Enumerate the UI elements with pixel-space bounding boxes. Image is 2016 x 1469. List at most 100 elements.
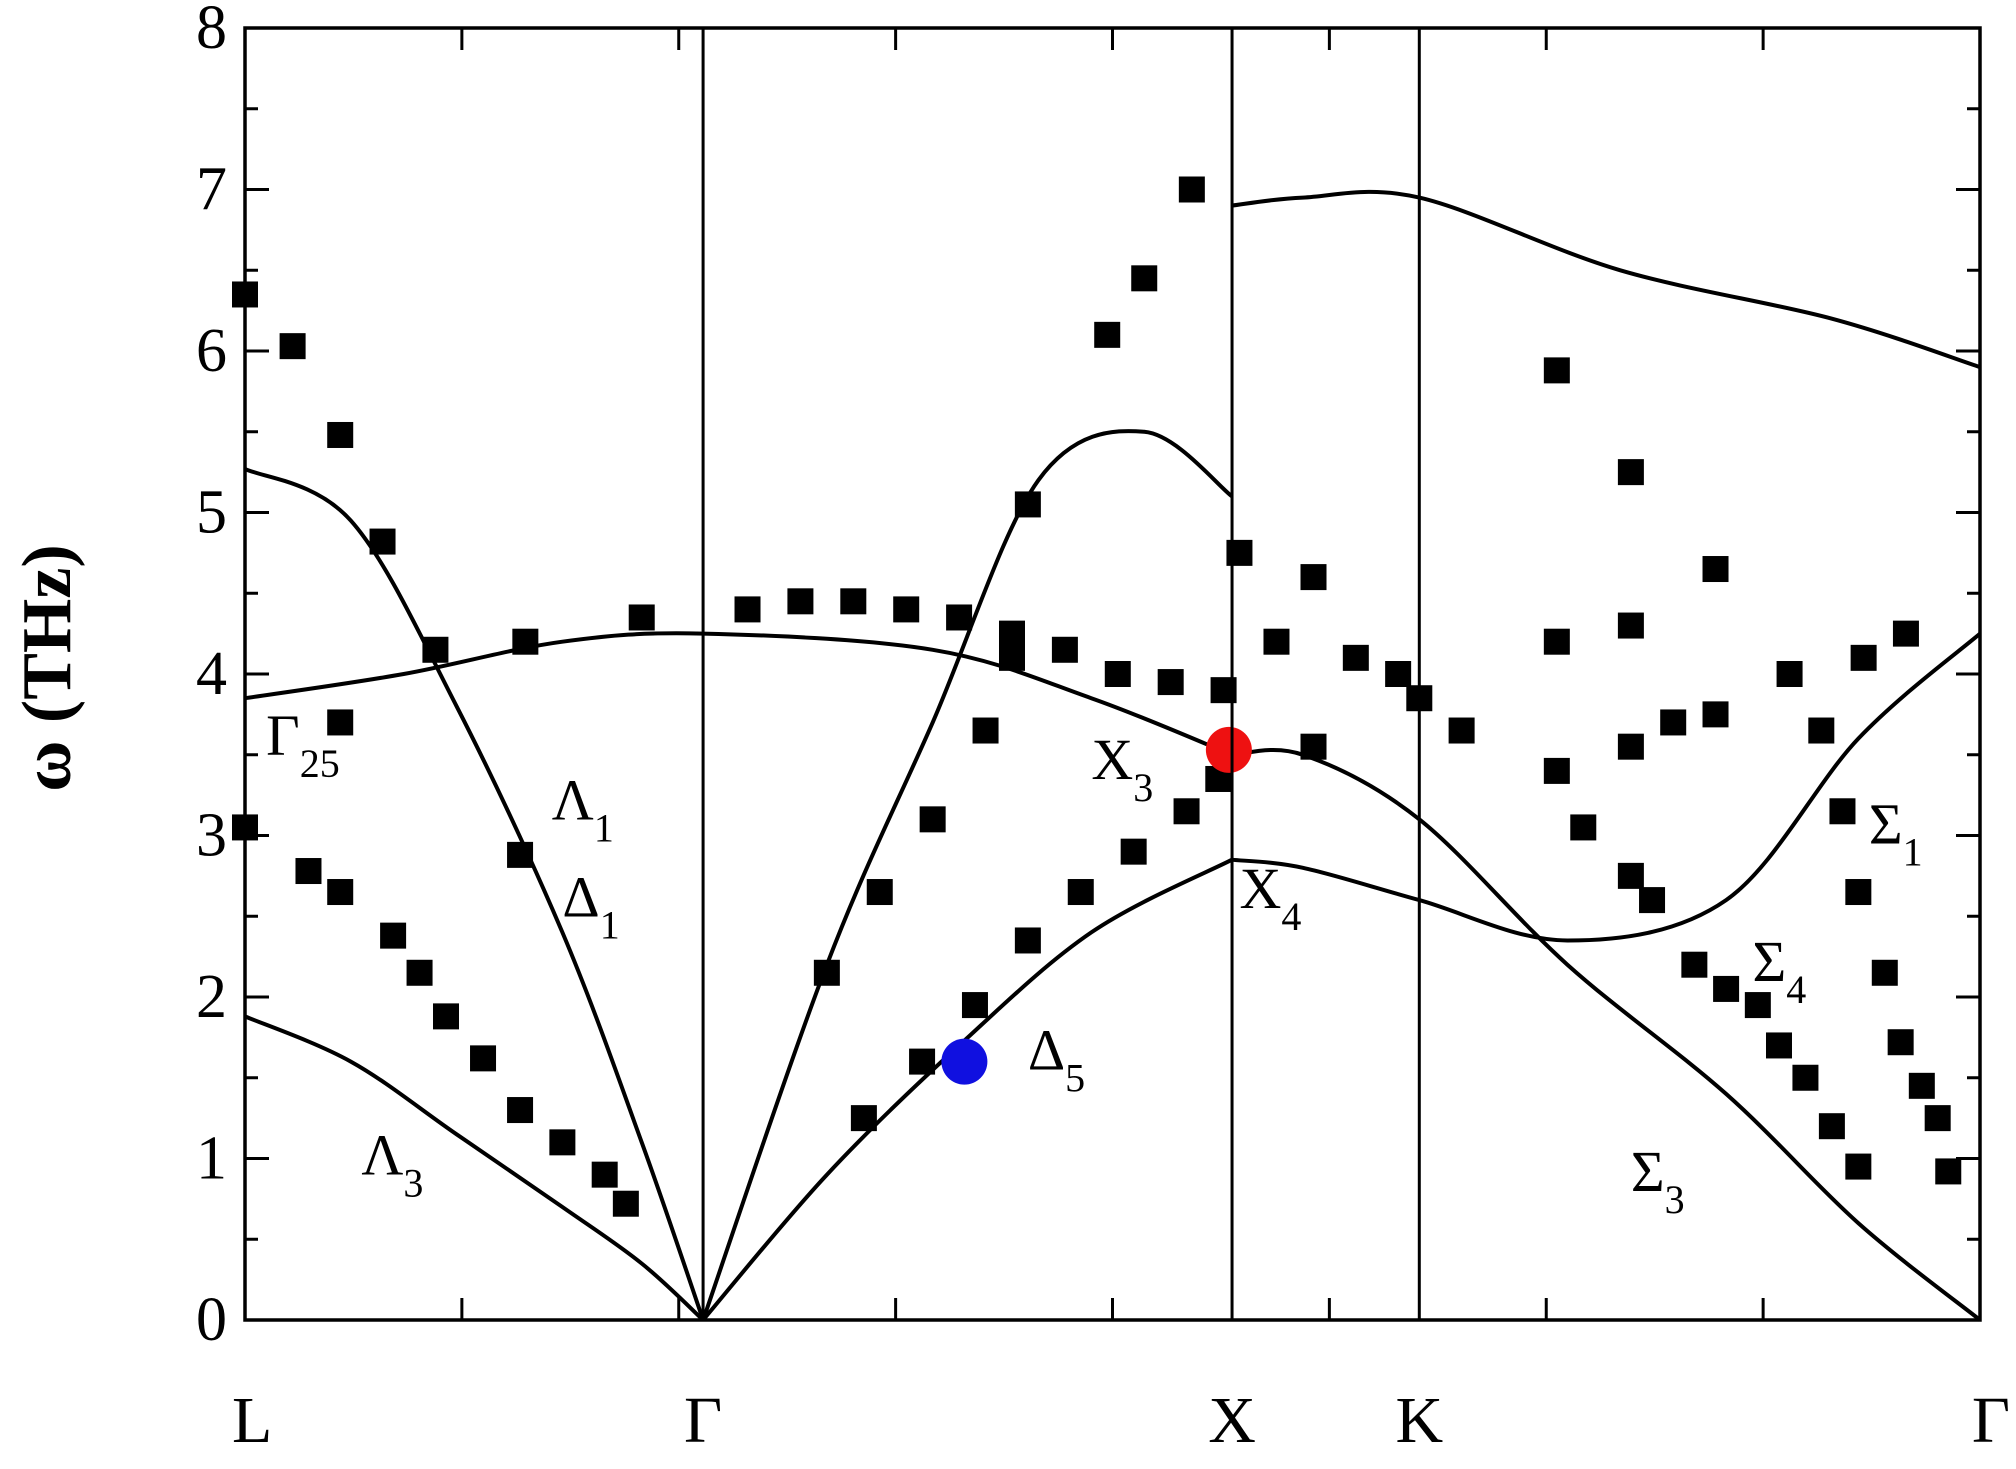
y-tick-label: 6: [196, 317, 227, 385]
experimental-point: [813, 959, 840, 986]
experimental-point: [787, 588, 814, 615]
x-tick-label: Γ: [684, 1384, 722, 1457]
branch-label-symbol: Σ: [1869, 792, 1903, 857]
experimental-point: [327, 421, 354, 448]
branch-label: Λ1: [552, 767, 614, 850]
experimental-point: [893, 596, 920, 623]
branch-label: Σ1: [1869, 792, 1923, 875]
branch-label-subscript: 3: [1133, 765, 1153, 810]
experimental-point: [1702, 556, 1729, 583]
branch-label-symbol: X: [1239, 856, 1281, 921]
branch-label-symbol: Δ: [1028, 1018, 1065, 1083]
experimental-point: [1300, 733, 1327, 760]
branch-label-subscript: 1: [600, 902, 620, 947]
experimental-point: [1660, 709, 1687, 736]
experimental-points: [232, 176, 1962, 1217]
branch-label-symbol: Σ: [1753, 929, 1787, 994]
experimental-point: [1617, 862, 1644, 889]
experimental-point: [1850, 644, 1877, 671]
experimental-point: [1300, 564, 1327, 591]
experimental-point: [1935, 1158, 1962, 1185]
experimental-point: [380, 922, 407, 949]
branch-label: X4: [1239, 856, 1301, 939]
branch-label-symbol: Δ: [562, 864, 599, 929]
branch-label-subscript: 3: [1665, 1177, 1685, 1222]
y-tick-label: 3: [196, 802, 227, 870]
dispersion-branch-8: [244, 631, 1233, 757]
experimental-point: [840, 588, 867, 615]
experimental-point: [1543, 628, 1570, 655]
y-tick-label: 2: [196, 963, 227, 1031]
experimental-point: [961, 992, 988, 1019]
experimental-point: [1051, 636, 1078, 663]
branch-label: Λ3: [361, 1123, 423, 1206]
y-tick-label: 0: [196, 1286, 227, 1354]
y-tick-label: 5: [196, 479, 227, 547]
experimental-point: [327, 709, 354, 736]
experimental-point: [1892, 620, 1919, 647]
experimental-point: [279, 333, 306, 360]
experimental-point: [850, 1105, 877, 1132]
experimental-point: [866, 879, 893, 906]
x-tick-label: L: [232, 1384, 272, 1457]
experimental-point: [1617, 733, 1644, 760]
experimental-point: [1617, 459, 1644, 486]
branch-label-subscript: 5: [1065, 1056, 1085, 1101]
experimental-point: [1808, 717, 1835, 744]
dispersion-branch-2: [244, 467, 705, 1321]
experimental-point: [628, 604, 655, 631]
branch-label: Δ1: [562, 864, 619, 947]
branch-label-symbol: Λ: [361, 1123, 403, 1188]
x-tick-label: Γ: [1972, 1384, 2010, 1457]
y-tick-label: 4: [196, 640, 227, 708]
experimental-point: [1157, 669, 1184, 696]
experimental-point: [327, 879, 354, 906]
experimental-point: [919, 806, 946, 833]
dispersion-branch-7: [1231, 189, 1981, 370]
experimental-point: [909, 1048, 936, 1075]
highlight-points: [941, 726, 1252, 1085]
highlight-point: [1205, 726, 1252, 773]
experimental-point: [1845, 879, 1872, 906]
experimental-point: [1924, 1105, 1951, 1132]
branch-label-symbol: Σ: [1631, 1139, 1665, 1204]
y-axis-label: ω (THz): [9, 544, 86, 792]
experimental-point: [1702, 701, 1729, 728]
experimental-point: [1617, 612, 1644, 639]
branch-label-subscript: 3: [403, 1161, 423, 1206]
experimental-point: [470, 1045, 497, 1072]
experimental-point: [406, 959, 433, 986]
branch-label-subscript: 1: [1903, 830, 1923, 875]
y-tick-label: 8: [196, 0, 227, 62]
branch-label: Δ5: [1028, 1018, 1085, 1101]
experimental-point: [591, 1161, 618, 1188]
experimental-point: [1681, 951, 1708, 978]
experimental-point: [998, 620, 1025, 647]
experimental-point: [507, 1097, 534, 1124]
experimental-point: [1448, 717, 1475, 744]
dispersion-branch-1: [244, 1014, 705, 1322]
x-tick-label: K: [1395, 1384, 1443, 1457]
experimental-point: [1342, 644, 1369, 671]
experimental-point: [1570, 814, 1597, 841]
highlight-point: [941, 1038, 988, 1085]
experimental-point: [1543, 357, 1570, 384]
experimental-point: [1543, 757, 1570, 784]
experimental-point: [422, 636, 449, 663]
branch-label-subscript: 4: [1281, 894, 1301, 939]
experimental-point: [1226, 539, 1253, 566]
experimental-point: [1908, 1072, 1935, 1099]
branch-label-subscript: 25: [300, 741, 340, 786]
branch-label-subscript: 4: [1786, 967, 1806, 1012]
experimental-point: [1178, 176, 1205, 203]
branch-label-symbol: Γ: [266, 703, 300, 768]
branch-label: X3: [1091, 727, 1153, 810]
experimental-point: [369, 528, 396, 555]
branch-label: Σ3: [1631, 1139, 1685, 1222]
experimental-point: [734, 596, 761, 623]
x-tick-label: X: [1208, 1384, 1256, 1457]
experimental-point: [1131, 265, 1158, 292]
y-tick-label: 7: [196, 156, 227, 224]
